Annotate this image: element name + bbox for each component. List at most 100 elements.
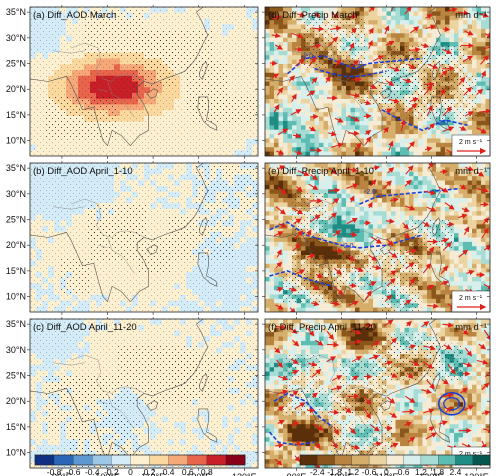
colorbar-swatch xyxy=(168,454,189,466)
wind-vector xyxy=(385,40,395,46)
wind-vector xyxy=(349,42,355,51)
lat-tick-label: 25°N xyxy=(6,215,26,225)
wind-vector xyxy=(275,304,284,310)
lat-tick-label: 15°N xyxy=(6,266,26,276)
wind-vector xyxy=(484,367,490,378)
wind-vector xyxy=(458,249,469,258)
wind-vector xyxy=(464,30,474,36)
colorbar-swatch xyxy=(73,454,93,466)
wind-vector xyxy=(390,372,398,378)
wind-vector xyxy=(308,361,318,367)
contour-label: -2.0 xyxy=(301,53,313,60)
wind-vector xyxy=(278,222,288,228)
lat-tick-label: 30°N xyxy=(6,189,26,199)
panel-title: (a) Diff_AOD March xyxy=(33,10,116,21)
wind-vector xyxy=(351,27,357,34)
wind-vector xyxy=(307,253,316,259)
wind-vector xyxy=(368,7,376,12)
wind-vector xyxy=(425,13,433,20)
lat-tick-label: 30°N xyxy=(6,33,26,43)
wind-vector xyxy=(464,347,473,357)
wind-vector xyxy=(334,59,342,68)
wind-vector xyxy=(308,56,317,67)
wind-vector xyxy=(480,54,489,65)
lat-tick-label: 10°N xyxy=(6,292,26,302)
wind-vector xyxy=(476,127,487,134)
colorbar-swatch xyxy=(334,454,353,466)
wind-vector xyxy=(331,440,338,449)
wind-vector xyxy=(427,238,439,245)
wind-vector xyxy=(309,214,321,223)
wind-vector xyxy=(408,277,415,287)
wind-vector xyxy=(409,97,419,103)
lat-tick-label: 25°N xyxy=(6,59,26,69)
colorbar-swatch xyxy=(225,454,246,466)
lat-tick-label: 10°N xyxy=(6,448,26,458)
wind-vector xyxy=(404,179,412,187)
wind-vector xyxy=(483,44,490,51)
wind-vector xyxy=(460,387,468,394)
wind-vector xyxy=(306,327,315,337)
wind-vector xyxy=(367,39,373,49)
colorbar-tick-label: -0.6 xyxy=(66,467,81,476)
wind-vector xyxy=(311,368,322,378)
wind-vector xyxy=(405,320,412,327)
panel-title: (f) Diff_Precip April_11-20 xyxy=(268,322,376,333)
lon-tick-label: 110°E xyxy=(375,472,399,476)
wind-vector xyxy=(289,286,298,292)
wind-vector xyxy=(461,207,470,213)
lat-tick-label: 20°N xyxy=(6,396,26,406)
wind-vector xyxy=(383,126,389,134)
wind-vector xyxy=(423,345,436,351)
wind-vector xyxy=(463,86,473,96)
wind-vector xyxy=(482,217,490,225)
wind-vector xyxy=(295,58,305,67)
lat-tick-label: 20°N xyxy=(6,240,26,250)
wind-vector xyxy=(405,248,417,254)
wind-vector xyxy=(462,55,474,62)
wind-vector xyxy=(306,229,312,237)
wind-vector xyxy=(346,183,359,189)
wind-vector xyxy=(363,113,372,119)
panel-e: -2.0 -2.0 2 m s⁻¹ (e) Diff_Precip April_1-1… xyxy=(262,161,491,315)
lon-tick-label: 90°E xyxy=(287,472,307,476)
wind-vector xyxy=(420,42,430,49)
wind-vector xyxy=(407,436,416,443)
wind-vector xyxy=(290,421,300,427)
wind-vector xyxy=(368,354,380,360)
panel-units: mm d⁻¹ xyxy=(455,322,487,333)
wind-vector xyxy=(464,111,474,117)
colorbar-swatch xyxy=(317,454,335,466)
wind-vector xyxy=(363,396,372,406)
wind-vector xyxy=(350,328,362,335)
wind-vector xyxy=(331,12,340,19)
wind-vector xyxy=(442,241,452,251)
wind-vector xyxy=(334,286,344,296)
wind-vector xyxy=(313,11,321,17)
wind-vector xyxy=(294,440,302,446)
panel-frame xyxy=(29,6,259,157)
wind-vector xyxy=(353,266,364,272)
wind-vector xyxy=(386,238,394,247)
wind-vector xyxy=(389,442,399,448)
wind-vector xyxy=(403,232,411,239)
wind-vector xyxy=(400,119,406,132)
wind-vector xyxy=(466,269,475,276)
lon-tick-label: 100°E xyxy=(95,472,120,476)
panel-title: (e) Diff_Precip April_1-10 xyxy=(268,166,374,177)
wind-vector xyxy=(292,339,300,347)
colorbar-swatch xyxy=(206,454,227,466)
wind-vector xyxy=(276,287,284,293)
vector-ref-label: 2 m s⁻¹ xyxy=(459,295,483,302)
wind-vector xyxy=(331,375,343,381)
wind-vector xyxy=(309,147,323,154)
colorbar-swatch xyxy=(53,454,74,466)
wind-vector xyxy=(440,280,450,286)
wind-vector xyxy=(326,331,334,341)
wind-vector xyxy=(388,140,394,151)
wind-vector xyxy=(388,251,398,258)
wind-vector xyxy=(426,379,435,390)
wind-vector xyxy=(290,390,299,397)
wind-vector xyxy=(329,167,338,175)
